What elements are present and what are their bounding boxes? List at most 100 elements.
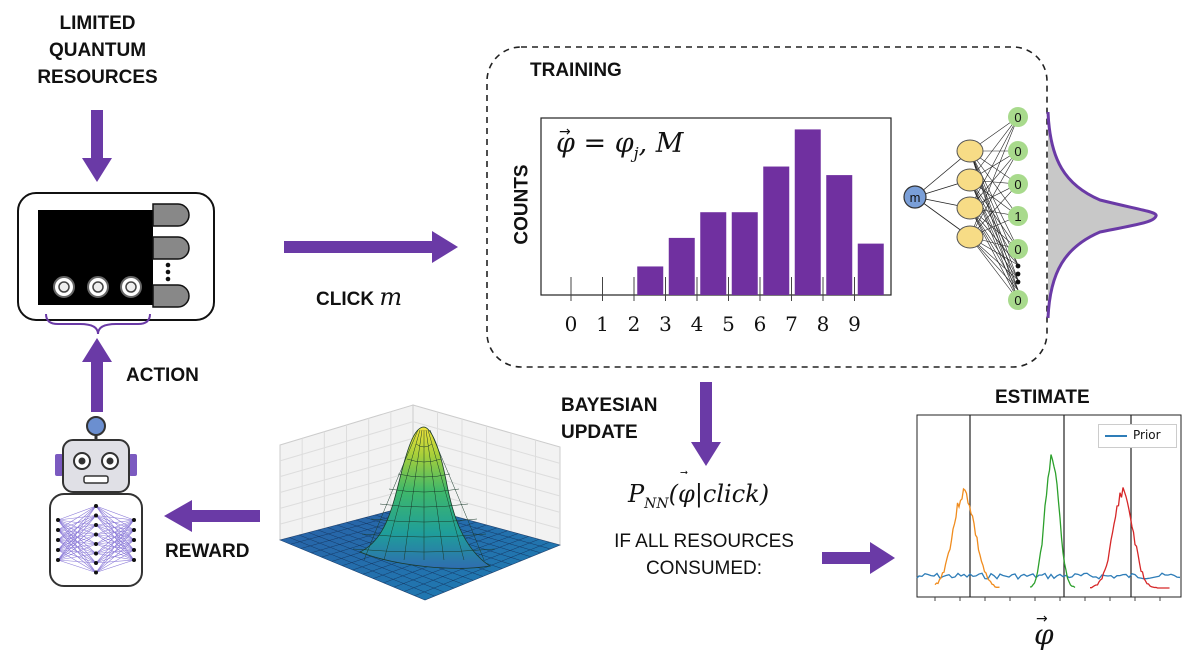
series-estimate-2 <box>1029 454 1076 589</box>
input-node-label: m <box>910 190 921 205</box>
robot-body <box>49 493 143 587</box>
histogram-bar <box>700 212 727 295</box>
hidden-node <box>956 139 984 163</box>
histogram-label-arrow: → <box>559 124 571 140</box>
detector-icon-3 <box>152 284 190 308</box>
reward-surface-plot <box>279 404 561 601</box>
histogram-label-sub: j <box>633 143 639 163</box>
bayesian-line-1: BAYESIAN <box>561 395 658 416</box>
dial-icon-2 <box>87 276 109 298</box>
arrow-bayesian-down <box>691 382 721 466</box>
if-all-line-2: CONSUMED: <box>645 558 763 579</box>
click-label: CLICK m <box>316 284 402 313</box>
detector-icons <box>152 203 190 308</box>
histogram-label: φ = φj, M <box>556 128 683 162</box>
output-node <box>1008 239 1028 259</box>
limited-resources-label: LIMITED QUANTUM RESOURCES <box>20 10 175 91</box>
histogram-label-main: φ = φ <box>556 128 634 159</box>
estimate-xlabel-arrow: → <box>1036 611 1048 627</box>
neural-network: m 0 0 0 1 0 0 <box>903 107 1028 310</box>
output-node-label: 0 <box>1014 110 1021 125</box>
output-node <box>1008 107 1028 127</box>
limited-line-1: LIMITED <box>59 13 136 34</box>
click-word: CLICK <box>316 289 375 310</box>
x-tick-label: 6 <box>754 312 767 336</box>
estimate-label: ESTIMATE <box>995 387 1090 408</box>
dial-icons <box>53 276 142 298</box>
bayesian-update-label: BAYESIAN UPDATE <box>561 392 677 446</box>
reward-label: REWARD <box>165 541 250 562</box>
arrow-to-training <box>284 231 458 263</box>
histogram-bar <box>826 175 853 295</box>
estimate-legend: Prior <box>1098 424 1177 448</box>
robot-agent <box>49 416 143 587</box>
detector-ellipsis <box>165 262 171 282</box>
robot-network-icon <box>56 504 136 575</box>
histogram-bar <box>794 129 821 295</box>
gaussian-distribution <box>1046 111 1158 319</box>
series-prior <box>916 572 1181 580</box>
posterior-formula: PNN(φ|click) <box>628 480 769 512</box>
histogram-bar <box>637 266 664 295</box>
click-variable: m <box>379 283 403 311</box>
x-tick-label: 7 <box>785 312 798 336</box>
output-node <box>1008 290 1028 310</box>
robot-antenna <box>86 416 106 436</box>
x-tick-label: 2 <box>628 312 641 336</box>
action-label: ACTION <box>126 365 199 386</box>
x-tick-label: 8 <box>817 312 830 336</box>
if-all-line-1: IF ALL RESOURCES <box>614 531 794 552</box>
histogram-bar <box>763 166 790 295</box>
output-node <box>1008 206 1028 226</box>
estimate-plot <box>916 414 1182 601</box>
quantum-device <box>17 192 215 335</box>
arrow-reward-left <box>164 500 260 532</box>
x-tick-label: 9 <box>848 312 861 336</box>
hidden-node <box>956 168 984 192</box>
limited-line-3: RESOURCES <box>37 67 158 88</box>
posterior-arg: (φ|click) <box>668 480 770 508</box>
input-node <box>903 185 927 209</box>
output-node-label: 1 <box>1014 209 1021 224</box>
output-node <box>1008 174 1028 194</box>
bayesian-line-2: UPDATE <box>561 422 638 443</box>
training-box <box>486 46 1048 368</box>
output-node-label: 0 <box>1014 242 1021 257</box>
x-tick-label: 0 <box>565 312 578 336</box>
arrow-up-action <box>82 338 112 412</box>
x-tick-label: 3 <box>659 312 672 336</box>
histogram-bar <box>731 212 758 295</box>
legend-entry-prior: Prior <box>1133 428 1161 442</box>
x-tick-label: 5 <box>722 312 735 336</box>
series-estimate-1 <box>934 487 1000 588</box>
estimate-frame <box>916 414 1182 598</box>
dial-icon-1 <box>53 276 75 298</box>
hidden-node <box>956 225 984 249</box>
robot-head <box>62 439 130 493</box>
training-label: TRAINING <box>530 60 622 81</box>
x-tick-label: 1 <box>596 312 609 336</box>
series-estimate-3 <box>1090 487 1170 589</box>
legend-line-icon <box>1105 435 1127 437</box>
posterior-p: P <box>628 480 645 508</box>
estimate-xlabel: φ <box>1034 618 1054 651</box>
dial-icon-3 <box>120 276 142 298</box>
histogram-bar <box>857 243 884 295</box>
histogram-label-tail: , M <box>638 128 684 159</box>
detector-icon-2 <box>152 236 190 260</box>
posterior-sub: NN <box>644 495 669 512</box>
arrow-down-to-device <box>82 110 112 182</box>
output-node-label: 0 <box>1014 144 1021 159</box>
detector-icon-1 <box>152 203 190 227</box>
output-node-label: 0 <box>1014 293 1021 308</box>
control-brace <box>45 313 151 335</box>
arrow-to-estimate <box>822 542 895 574</box>
histogram-bar <box>668 237 695 295</box>
limited-line-2: QUANTUM <box>48 40 147 61</box>
if-all-resources-label: IF ALL RESOURCES CONSUMED: <box>596 528 812 582</box>
output-node <box>1008 141 1028 161</box>
hidden-node <box>956 196 984 220</box>
output-node-label: 0 <box>1014 177 1021 192</box>
